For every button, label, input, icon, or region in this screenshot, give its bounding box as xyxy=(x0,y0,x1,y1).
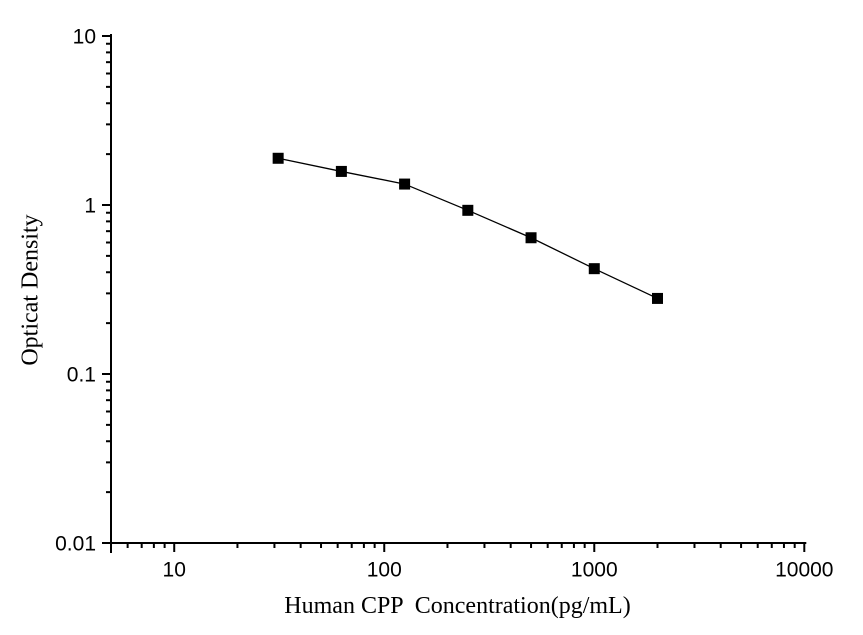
data-point-marker xyxy=(588,263,600,275)
data-point-marker xyxy=(272,152,284,164)
data-point-marker xyxy=(651,292,663,304)
y-tick-label: 10 xyxy=(73,26,96,49)
data-point-marker xyxy=(462,204,474,216)
y-tick-label: 1 xyxy=(84,195,96,218)
x-tick-label: 1000 xyxy=(571,559,618,582)
data-point-marker xyxy=(525,232,537,244)
x-tick-label: 100 xyxy=(367,559,402,582)
y-tick-label: 0.1 xyxy=(67,364,96,387)
x-tick-label: 10000 xyxy=(775,559,833,582)
x-tick-label: 10 xyxy=(163,559,186,582)
y-axis-title: Opticat Density xyxy=(17,214,44,366)
x-axis-title: Human CPP Concentration(pg/mL) xyxy=(284,593,631,619)
y-tick-label: 0.01 xyxy=(55,533,96,556)
series-line xyxy=(278,157,658,300)
data-point-marker xyxy=(335,165,347,177)
data-point-marker xyxy=(399,178,411,190)
